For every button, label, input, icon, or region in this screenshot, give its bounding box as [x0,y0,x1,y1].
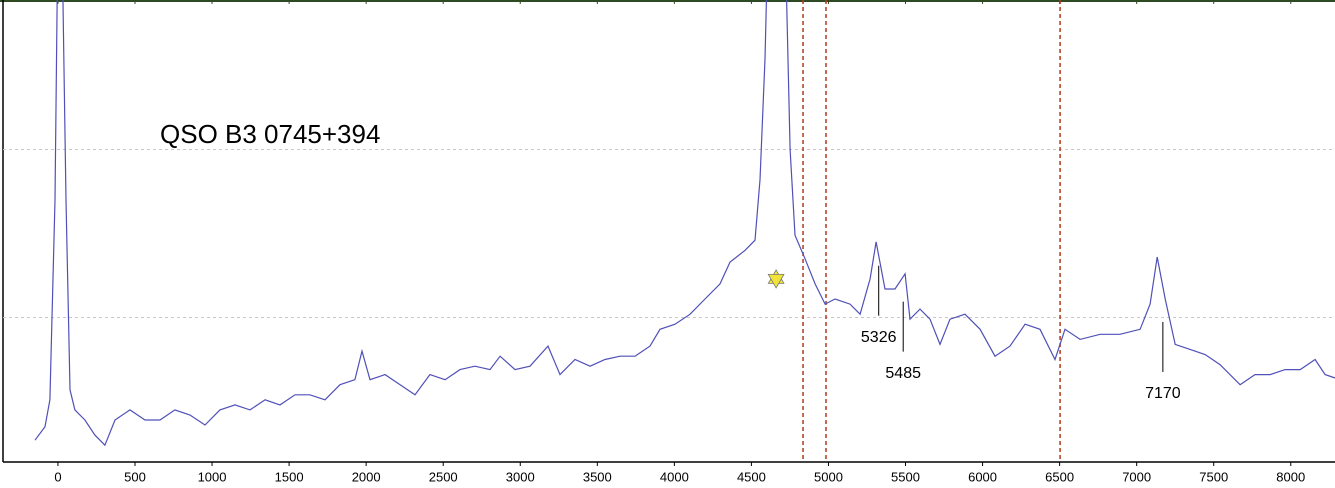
x-tick-label: 7000 [1122,469,1151,484]
x-tick-label: 5500 [891,469,920,484]
x-tick-label: 0 [54,469,61,484]
chart-title: QSO B3 0745+394 [160,119,380,149]
x-tick-label: 2500 [429,469,458,484]
annotation-label: 5485 [885,365,921,382]
x-tick-label: 4000 [660,469,689,484]
x-tick-label: 3000 [506,469,535,484]
x-tick-label: 3500 [583,469,612,484]
x-tick-label: 2000 [352,469,381,484]
annotation-label: 5326 [861,329,897,346]
x-tick-label: 4500 [737,469,766,484]
x-tick-label: 8000 [1276,469,1305,484]
x-tick-label: 6000 [968,469,997,484]
annotation-label: 7170 [1145,385,1181,402]
x-tick-label: 1000 [198,469,227,484]
x-tick-label: 500 [124,469,146,484]
x-tick-label: 5000 [814,469,843,484]
x-tick-label: 6500 [1045,469,1074,484]
star-marker [767,273,785,289]
x-tick-label: 7500 [1199,469,1228,484]
spectrum-line [34,0,1335,447]
x-tick-label: 1500 [275,469,304,484]
